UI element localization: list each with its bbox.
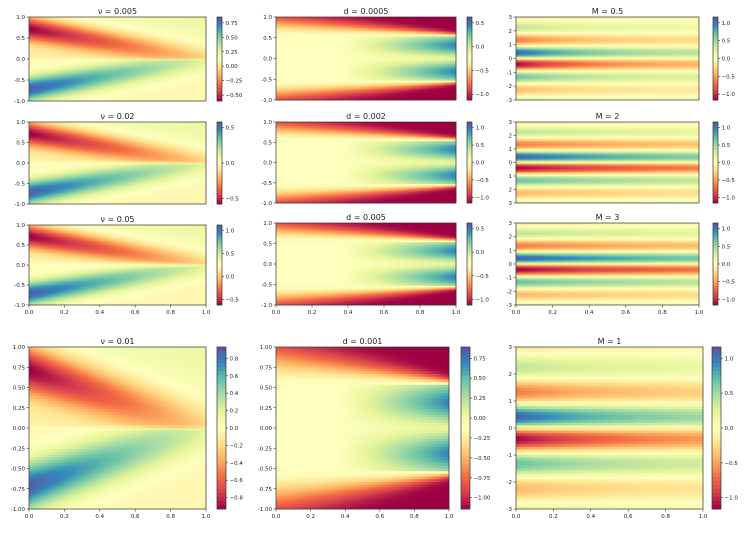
heatmap-p1 — [29, 17, 206, 101]
